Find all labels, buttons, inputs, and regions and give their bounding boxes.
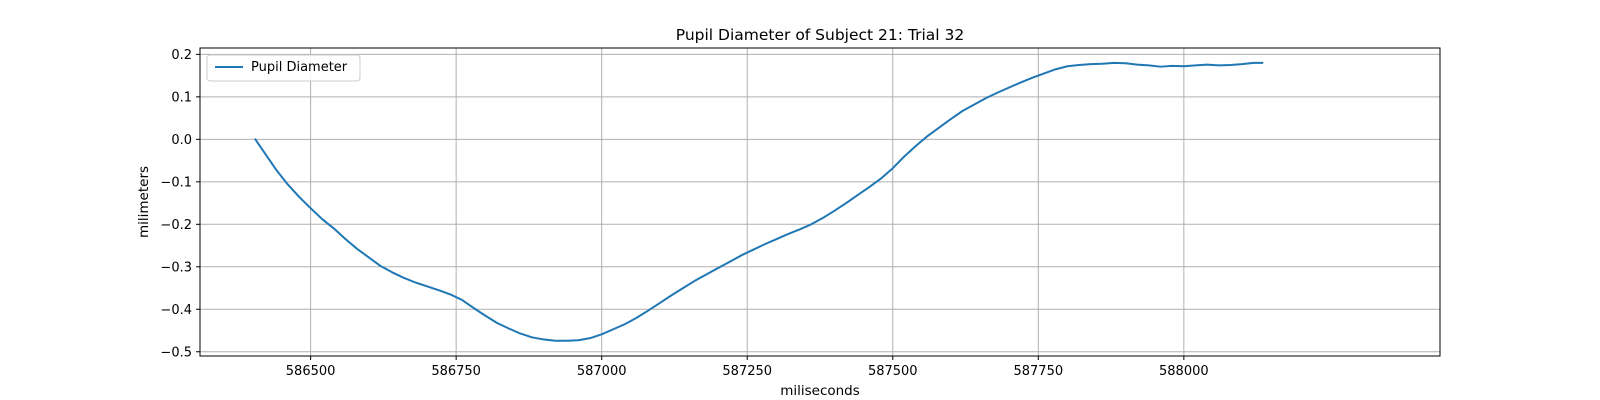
x-axis: 586500 586750 587000 587250 587500 587750 5880…: [286, 356, 1209, 379]
y-tick-label: 0.0: [171, 133, 192, 148]
y-tick-label: −0.1: [160, 175, 192, 190]
legend-label: Pupil Diameter: [251, 60, 348, 75]
series-layer: [254, 61, 1264, 342]
plot-frame: [199, 47, 1441, 357]
grid-lines: [200, 48, 1440, 356]
legend: Pupil Diameter: [206, 54, 361, 82]
x-tick-label: 587000: [577, 364, 627, 379]
y-tick-label: −0.5: [160, 345, 192, 360]
x-tick-label: 587250: [722, 364, 772, 379]
y-tick-label: 0.2: [171, 48, 192, 63]
x-tick-label: 587750: [1013, 364, 1063, 379]
y-tick-label: −0.2: [160, 218, 192, 233]
x-tick-label: 588000: [1159, 364, 1209, 379]
y-tick-label: −0.4: [160, 303, 192, 318]
x-axis-label: miliseconds: [780, 383, 860, 399]
y-tick-label: 0.1: [171, 90, 192, 105]
x-tick-label: 586750: [431, 364, 481, 379]
legend-box: [206, 54, 361, 82]
chart-title: Pupil Diameter of Subject 21: Trial 32: [676, 26, 965, 44]
x-tick-label: 587500: [868, 364, 918, 379]
y-axis-label: milimeters: [136, 166, 152, 238]
y-tick-label: −0.3: [160, 260, 192, 275]
y-axis: 0.2 0.1 0.0 −0.1 −0.2 −0.3 −0.4 −0.5: [160, 48, 200, 360]
x-tick-label: 586500: [286, 364, 336, 379]
series-line-pupil-diameter: [254, 61, 1264, 342]
